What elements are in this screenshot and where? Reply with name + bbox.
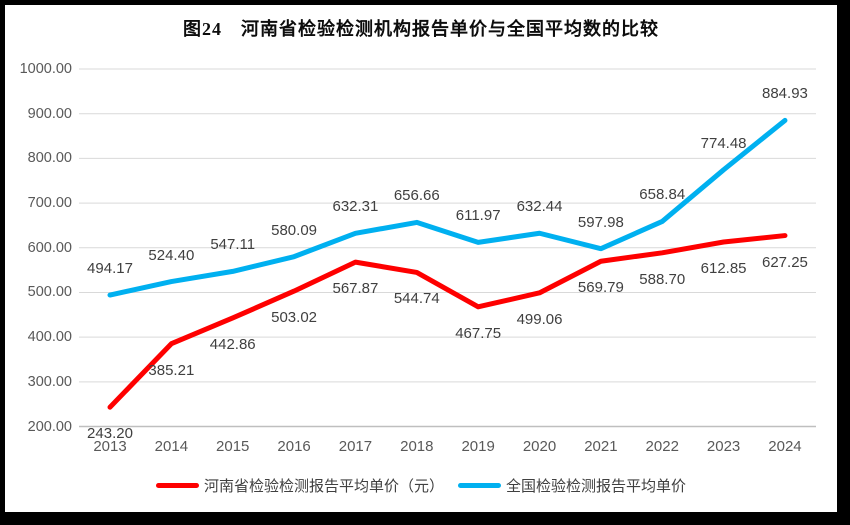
data-label: 567.87 bbox=[332, 280, 379, 298]
henan-line-swatch bbox=[155, 482, 199, 488]
data-label: 499.06 bbox=[516, 310, 563, 328]
x-axis-tick-label: 2017 bbox=[338, 438, 373, 455]
data-label: 632.44 bbox=[516, 198, 563, 216]
x-axis-tick-label: 2019 bbox=[461, 438, 495, 455]
data-label: 627.25 bbox=[762, 253, 808, 271]
data-label: 442.86 bbox=[209, 335, 256, 353]
series-line-0 bbox=[107, 233, 788, 410]
y-axis-tick-label: 800.00 bbox=[27, 150, 72, 167]
y-axis-tick-label: 900.00 bbox=[27, 105, 72, 122]
data-label: 544.74 bbox=[393, 290, 440, 308]
x-axis-tick-label: 2022 bbox=[645, 438, 679, 455]
x-axis-tick-label: 2020 bbox=[522, 438, 557, 455]
y-axis-tick-label: 500.00 bbox=[27, 284, 72, 301]
data-label: 774.48 bbox=[700, 134, 747, 152]
data-label: 597.98 bbox=[577, 213, 624, 231]
data-label: 658.84 bbox=[639, 186, 686, 204]
legend-label-henan: 河南省检验检测报告平均单价（元） bbox=[203, 477, 444, 495]
x-axis-tick-label: 2013 bbox=[93, 438, 127, 455]
y-axis-tick-label: 600.00 bbox=[27, 239, 72, 256]
chart-title: 图24 河南省检验检测机构报告单价与全国平均数的比较 bbox=[183, 19, 659, 39]
y-axis-tick-label: 1000.00 bbox=[19, 61, 72, 77]
data-label: 884.93 bbox=[762, 85, 808, 103]
data-label: 243.20 bbox=[87, 425, 133, 443]
data-label: 524.40 bbox=[148, 246, 195, 264]
data-label: 385.21 bbox=[148, 361, 195, 379]
data-label: 656.66 bbox=[393, 187, 440, 205]
data-label: 467.75 bbox=[455, 324, 502, 342]
series-lines bbox=[107, 117, 788, 410]
data-label: 588.70 bbox=[639, 270, 686, 288]
x-axis-tick-label: 2024 bbox=[768, 438, 802, 455]
y-axis-tick-label: 400.00 bbox=[27, 329, 72, 346]
y-axis-tick-label: 300.00 bbox=[27, 373, 72, 390]
chart-area bbox=[5, 5, 837, 512]
legend-item-national: 全国检验检测报告平均单价 bbox=[458, 475, 686, 496]
data-label: 503.02 bbox=[271, 309, 318, 327]
x-axis-tick-label: 2021 bbox=[584, 438, 618, 455]
x-axis-tick-label: 2023 bbox=[706, 438, 741, 455]
data-label: 547.11 bbox=[210, 236, 256, 254]
x-axis-tick-label: 2016 bbox=[277, 438, 311, 455]
x-axis-tick-label: 2018 bbox=[400, 438, 434, 455]
national-line-swatch bbox=[458, 482, 501, 488]
legend-item-henan: 河南省检验检测报告平均单价（元） bbox=[155, 475, 444, 496]
data-label: 494.17 bbox=[87, 260, 133, 278]
data-label: 569.79 bbox=[577, 279, 624, 297]
gridlines bbox=[79, 68, 816, 428]
y-axis-tick-label: 200.00 bbox=[27, 418, 72, 435]
legend: 河南省检验检测报告平均单价（元） 全国检验检测报告平均单价 bbox=[5, 473, 837, 497]
x-axis-tick-label: 2015 bbox=[216, 438, 250, 455]
y-axis-tick-label: 700.00 bbox=[27, 195, 72, 212]
data-label: 632.31 bbox=[332, 198, 379, 216]
legend-label-national: 全国检验检测报告平均单价 bbox=[506, 477, 687, 495]
data-label: 580.09 bbox=[271, 221, 318, 239]
x-axis-tick-label: 2014 bbox=[154, 438, 189, 455]
data-label: 612.85 bbox=[700, 260, 747, 277]
data-label: 611.97 bbox=[455, 207, 501, 225]
series-line-1 bbox=[107, 117, 788, 298]
